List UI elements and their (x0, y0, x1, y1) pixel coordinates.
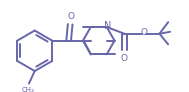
Text: CH₃: CH₃ (22, 87, 34, 92)
Text: N: N (104, 21, 111, 31)
Text: O: O (68, 12, 75, 21)
Text: O: O (141, 28, 148, 37)
Text: O: O (121, 54, 128, 63)
